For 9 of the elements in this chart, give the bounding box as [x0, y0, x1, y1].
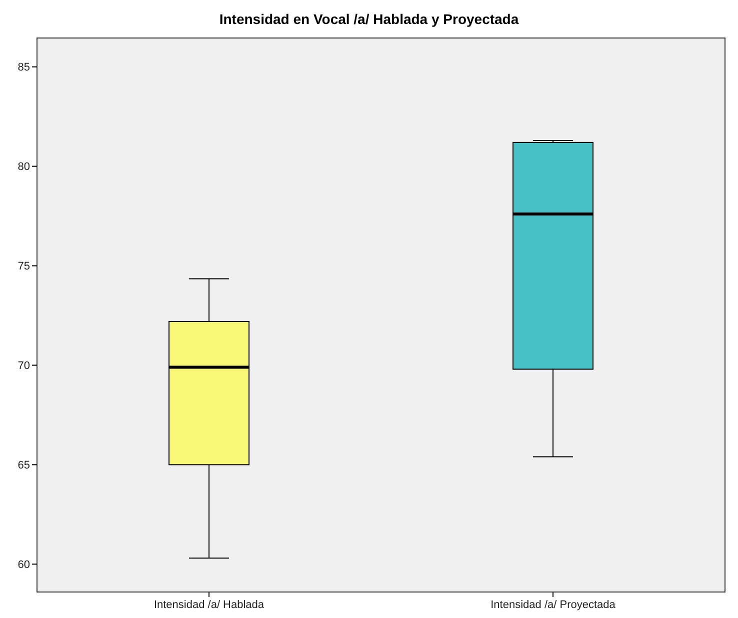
chart-title: Intensidad en Vocal /a/ Hablada y Proyectada	[219, 11, 519, 27]
y-tick-label: 80	[18, 161, 30, 174]
y-tick-label: 75	[18, 260, 30, 273]
x-tick-label: Intensidad /a/ Proyectada	[490, 599, 616, 611]
y-tick-label: 85	[18, 62, 30, 74]
y-tick-label: 70	[18, 360, 30, 372]
y-tick-label: 65	[18, 460, 30, 472]
x-tick-label: Intensidad /a/ Hablada	[154, 599, 265, 611]
y-tick-label: 60	[18, 559, 30, 571]
